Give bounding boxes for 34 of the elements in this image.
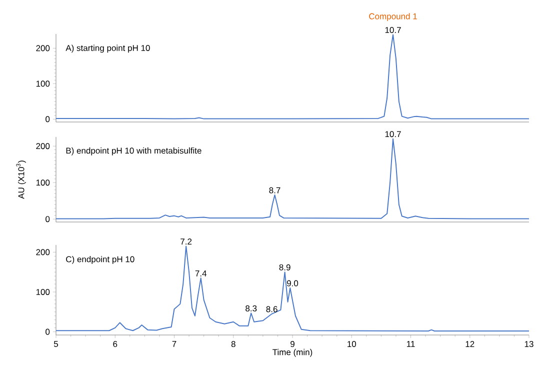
annotation: 9.0 bbox=[287, 280, 298, 286]
x-tick-label: 12 bbox=[466, 341, 474, 347]
annotation: 7.2 bbox=[180, 238, 192, 244]
x-tick-label: 13 bbox=[524, 341, 534, 348]
annotation: 8.7 bbox=[269, 187, 280, 194]
annotation: 8.9 bbox=[279, 264, 290, 270]
x-tick-label: 6 bbox=[113, 341, 118, 348]
y-tick-label: 200 bbox=[36, 143, 50, 150]
annotation: 8.3 bbox=[246, 305, 257, 312]
annotation: Compound 1 bbox=[369, 13, 417, 22]
annotation: 8.6 bbox=[266, 306, 278, 312]
y-tick-label: 0 bbox=[46, 116, 50, 122]
annotation: 10.7 bbox=[385, 131, 401, 138]
y-tick-label: 200 bbox=[36, 45, 50, 52]
line-series bbox=[56, 246, 530, 332]
x-tick-label: 7 bbox=[172, 341, 176, 347]
x-axis-title: Time (min) bbox=[272, 348, 312, 357]
x-tick-label: 9 bbox=[290, 341, 294, 348]
y-tick-label: 100 bbox=[36, 180, 50, 186]
text: B) endpoint pH 10 with metabisulfite bbox=[66, 147, 202, 156]
x-tick-label: 10 bbox=[348, 341, 356, 348]
y-tick-label: 0 bbox=[46, 216, 50, 222]
text: C) endpoint pH 10 bbox=[66, 256, 134, 264]
y-tick-label: 100 bbox=[36, 288, 50, 295]
y-tick-label: 200 bbox=[36, 249, 50, 256]
text: A) starting point pH 10 bbox=[66, 44, 150, 53]
annotation: 10.7 bbox=[385, 26, 401, 33]
x-tick-label: 5 bbox=[54, 341, 58, 347]
x-tick-label: 11 bbox=[406, 341, 415, 347]
x-tick-label: 8 bbox=[231, 341, 236, 348]
y-tick-label: 100 bbox=[36, 80, 50, 87]
annotation: 7.4 bbox=[195, 270, 207, 276]
y-axis-title: AU (X10$^{3}$) bbox=[16, 160, 26, 199]
y-tick-label: 0 bbox=[46, 328, 50, 335]
